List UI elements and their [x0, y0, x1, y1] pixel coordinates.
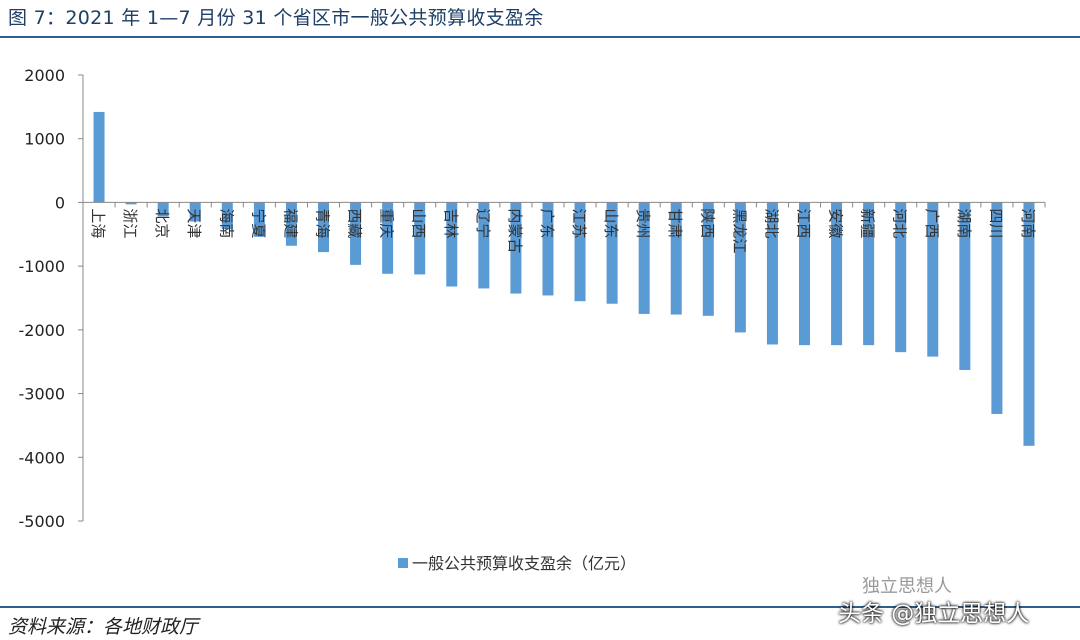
y-tick-label: -5000 — [19, 512, 66, 531]
category-label: 河北 — [891, 208, 909, 238]
y-tick-label: 2000 — [24, 66, 65, 85]
bar-28 — [959, 202, 971, 370]
category-label: 宁夏 — [249, 208, 267, 238]
bar-20 — [702, 202, 714, 316]
bar-11 — [414, 202, 426, 275]
watermark-faint: 独立思想人 — [862, 576, 952, 597]
figure-title: 图 7：2021 年 1—7 月份 31 个省区市一般公共预算收支盈余 — [8, 7, 544, 29]
bar-13 — [478, 202, 490, 289]
y-tick-label: 1000 — [24, 130, 65, 149]
bar-25 — [863, 202, 875, 346]
bar-1 — [93, 111, 105, 203]
category-label: 福建 — [281, 208, 299, 238]
legend-swatch — [398, 558, 408, 568]
bar-19 — [670, 202, 682, 315]
category-label: 广东 — [538, 208, 556, 238]
bar-8 — [318, 202, 329, 253]
category-label: 黑龙江 — [730, 208, 748, 253]
category-label: 湖南 — [955, 208, 973, 238]
bar-5 — [221, 202, 233, 230]
bar-14 — [510, 202, 522, 294]
legend: 一般公共预算收支盈余（亿元） — [398, 554, 636, 573]
bar-chart: 2000 1000 0 -1000 -2000 -3000 -4000 -5000 上海 浙江北… — [19, 66, 1046, 573]
bar-18 — [638, 202, 650, 314]
x-axis — [82, 201, 1046, 208]
category-label: 广西 — [923, 208, 941, 238]
y-tick-label: -4000 — [19, 448, 66, 467]
category-label: 江苏 — [570, 208, 588, 238]
category-label: 安徽 — [827, 208, 845, 238]
y-tick-label: -2000 — [19, 321, 66, 340]
category-label: 西藏 — [346, 208, 364, 238]
bar-29 — [991, 202, 1003, 414]
bottom-rule — [0, 606, 1080, 608]
category-label: 江西 — [795, 208, 813, 238]
bar-9 — [350, 202, 362, 265]
bar-4 — [189, 202, 201, 222]
bar-21 — [734, 202, 746, 333]
category-label: 山西 — [410, 208, 428, 238]
bar-17 — [606, 202, 618, 304]
bar-12 — [446, 202, 458, 287]
category-labels: 上海 浙江 北京 天津 海南 宁夏 福建 青海 西藏 重庆 山西 吉林 辽宁 内蒙古 广东 江苏 山东 贵州 甘肃陕… — [89, 208, 1037, 253]
category-label: 北京 — [153, 208, 171, 238]
legend-label: 一般公共预算收支盈余（亿元） — [412, 554, 636, 573]
watermark-toutiao: 头条 @独立思想人 — [838, 601, 1030, 627]
category-label: 重庆 — [378, 208, 396, 238]
bar-15 — [542, 202, 554, 296]
bar-2 — [125, 202, 137, 205]
bar-22 — [766, 202, 778, 345]
category-label: 河南 — [1019, 208, 1037, 238]
bar-3 — [157, 202, 169, 217]
category-label: 浙江 — [121, 208, 139, 238]
bar-7 — [285, 202, 297, 246]
y-tick-label: -3000 — [19, 385, 66, 404]
category-label: 天津 — [185, 208, 203, 238]
y-axis: 2000 1000 0 -1000 -2000 -3000 -4000 -5000 — [19, 66, 84, 531]
category-label: 湖北 — [762, 208, 780, 238]
category-label: 海南 — [217, 208, 235, 238]
bar-30 — [1023, 202, 1035, 446]
category-label: 四川 — [987, 208, 1005, 238]
bar-27 — [927, 202, 939, 357]
bar-6 — [253, 202, 265, 237]
bar-16 — [574, 202, 586, 302]
category-label: 山东 — [602, 208, 620, 238]
y-tick-label: -1000 — [19, 257, 66, 276]
category-label: 辽宁 — [474, 208, 492, 238]
category-label: 内蒙古 — [506, 208, 524, 253]
title-rule — [0, 36, 1080, 38]
bar-24 — [831, 202, 843, 346]
category-label: 陕西 — [698, 208, 716, 238]
category-label: 吉林 — [442, 208, 460, 238]
bar-26 — [895, 202, 907, 353]
bars — [93, 111, 1035, 446]
bar-23 — [799, 202, 810, 346]
source-note: 资料来源：各地财政厅 — [8, 616, 199, 638]
y-tick-label: 0 — [55, 193, 65, 212]
category-label: 贵州 — [634, 208, 652, 238]
category-label: 青海 — [314, 208, 332, 238]
category-label: 新疆 — [859, 208, 877, 238]
category-label: 甘肃 — [666, 208, 684, 238]
category-label: 上海 — [89, 208, 107, 238]
bar-10 — [382, 202, 394, 274]
